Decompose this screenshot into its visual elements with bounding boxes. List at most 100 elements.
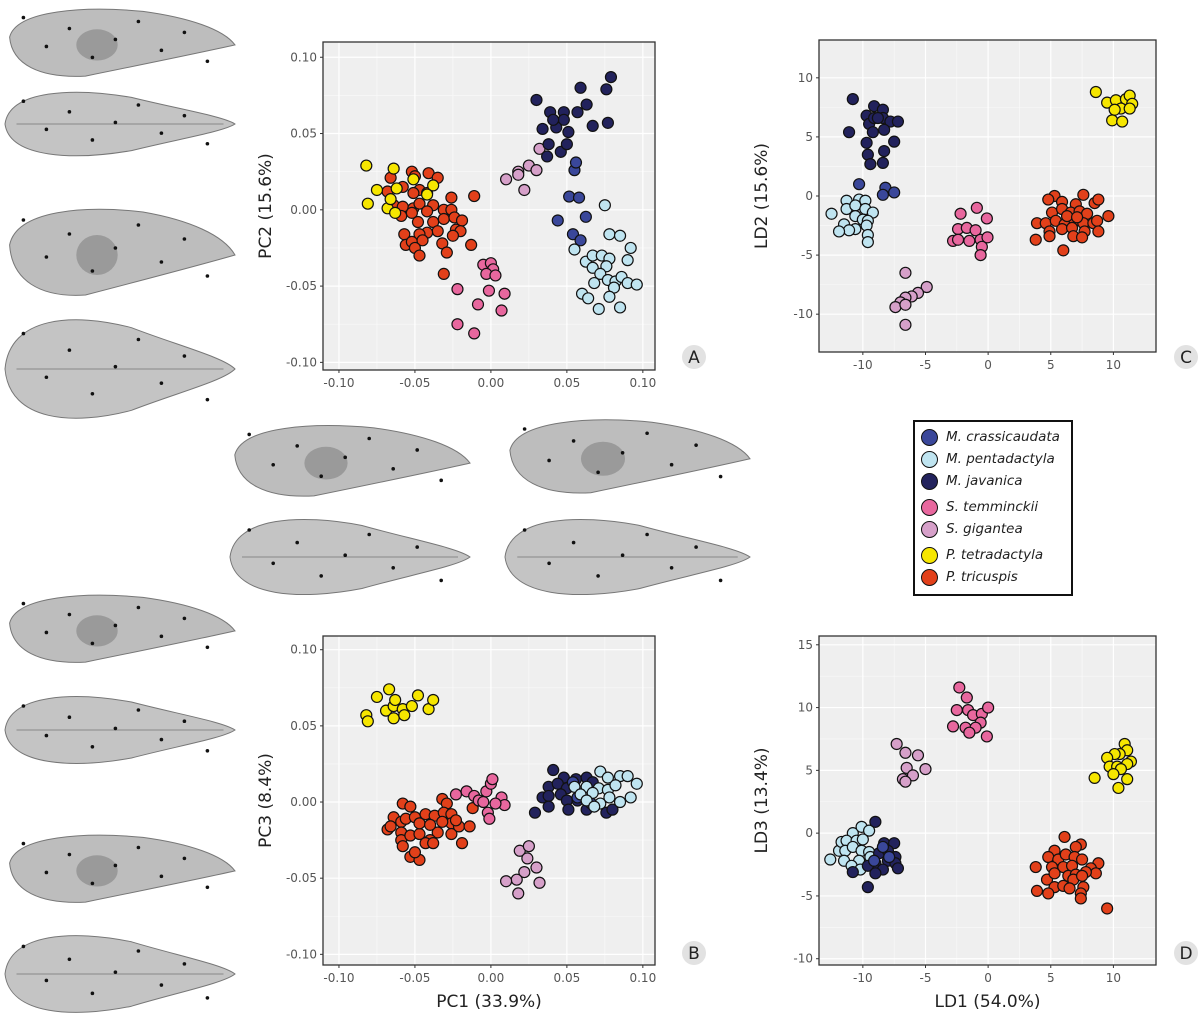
data-point <box>437 267 450 280</box>
x-tick-label: 10 <box>1106 971 1121 985</box>
data-point <box>1088 771 1101 784</box>
landmark-point <box>44 44 49 49</box>
legend-marker-icon <box>921 498 938 516</box>
panel-badge <box>1174 345 1198 369</box>
legend-item: M. javanica <box>921 470 1065 492</box>
y-tick-label: 15 <box>798 638 813 652</box>
series-p-tetradactyla <box>1089 85 1139 128</box>
data-point <box>624 241 637 255</box>
data-point <box>603 791 616 804</box>
series-p-tetradactyla <box>360 683 440 728</box>
data-point <box>1042 193 1055 206</box>
landmark-point <box>113 970 118 974</box>
data-point <box>866 126 879 139</box>
data-point <box>846 92 859 106</box>
landmark-point <box>159 634 164 639</box>
landmark-point <box>182 237 187 241</box>
data-point <box>890 737 903 751</box>
data-point <box>451 283 464 296</box>
series-s-temminckii <box>449 773 511 825</box>
data-point <box>963 726 976 739</box>
skull-shape <box>9 208 236 296</box>
y-tick-label: 0.05 <box>290 127 317 141</box>
legend-marker-icon <box>921 568 938 586</box>
series-m-javanica <box>530 70 618 163</box>
data-point <box>1070 211 1084 224</box>
data-point <box>621 254 634 267</box>
landmark-point <box>44 978 49 983</box>
x-tick-label: 0.10 <box>629 376 656 390</box>
landmark-point <box>182 113 187 118</box>
landmark-point <box>547 458 551 463</box>
landmark-point <box>247 528 251 532</box>
skull-dorsal-view <box>4 935 236 1013</box>
data-point <box>621 770 634 783</box>
legend-marker-icon <box>921 428 938 446</box>
data-point <box>946 720 960 733</box>
landmark-point <box>319 474 323 479</box>
skull-dorsal-view <box>4 319 236 419</box>
data-point <box>869 867 882 880</box>
data-point <box>824 853 837 866</box>
landmark-point <box>645 431 649 436</box>
data-point <box>411 689 425 702</box>
data-point <box>551 214 564 227</box>
orbit-shape <box>76 615 118 647</box>
landmark-point <box>44 870 49 875</box>
landmark-point <box>343 553 347 557</box>
skull-lateral-view <box>9 208 236 296</box>
data-point <box>624 791 637 804</box>
landmark-point <box>718 474 723 479</box>
data-point <box>603 290 616 303</box>
data-point <box>1030 884 1044 898</box>
series-m-crassicaudata <box>551 156 592 247</box>
data-point <box>891 115 905 128</box>
legend-item: S. temminckii <box>921 496 1065 518</box>
landmark-point <box>159 48 164 53</box>
data-point <box>370 183 384 197</box>
legend-item: S. gigantea <box>921 518 1065 540</box>
y-tick-label: 0.00 <box>290 795 317 809</box>
landmark-point <box>669 566 674 570</box>
data-point <box>384 193 397 206</box>
data-point <box>530 861 543 874</box>
series-s-temminckii <box>946 681 995 743</box>
landmark-point <box>113 37 118 42</box>
data-point <box>868 854 881 867</box>
landmark-point <box>271 462 275 467</box>
x-axis-label: PC1 (33.9%) <box>436 992 542 1012</box>
data-point <box>468 327 481 340</box>
data-point <box>489 797 502 810</box>
skull-lateral-view <box>9 834 236 903</box>
landmark-point <box>205 996 210 1000</box>
landmark-point <box>67 957 72 962</box>
data-point <box>878 123 891 136</box>
landmark-point <box>247 432 251 437</box>
panel-D: -10 -5 0 5 10 -10 -5 0 5 10 15 LD3 (13.4%) LD1 (54.0… <box>752 635 1198 1012</box>
series-p-tetradactyla <box>1088 737 1138 795</box>
landmark-point <box>439 478 443 483</box>
landmark-point <box>645 532 649 537</box>
data-point <box>562 803 575 816</box>
data-point <box>471 298 485 311</box>
data-point <box>601 116 614 129</box>
panel-label: D <box>1179 944 1192 964</box>
data-point <box>542 789 555 803</box>
data-point <box>860 136 873 149</box>
data-point <box>542 800 555 813</box>
x-tick-label: -0.10 <box>323 376 354 390</box>
landmark-point <box>90 391 95 396</box>
landmark-point <box>182 616 187 621</box>
skull-shape <box>509 419 751 494</box>
landmark-point <box>136 845 141 850</box>
y-tick-label: 0 <box>805 189 813 203</box>
data-point <box>1075 869 1089 882</box>
data-point <box>446 229 460 242</box>
data-point <box>1112 781 1125 795</box>
landmark-point <box>522 528 527 532</box>
legend-marker-icon <box>921 450 938 468</box>
data-point <box>455 837 469 850</box>
series-m-pentadactyla <box>568 765 643 813</box>
landmark-point <box>391 467 395 471</box>
data-point <box>580 98 593 111</box>
